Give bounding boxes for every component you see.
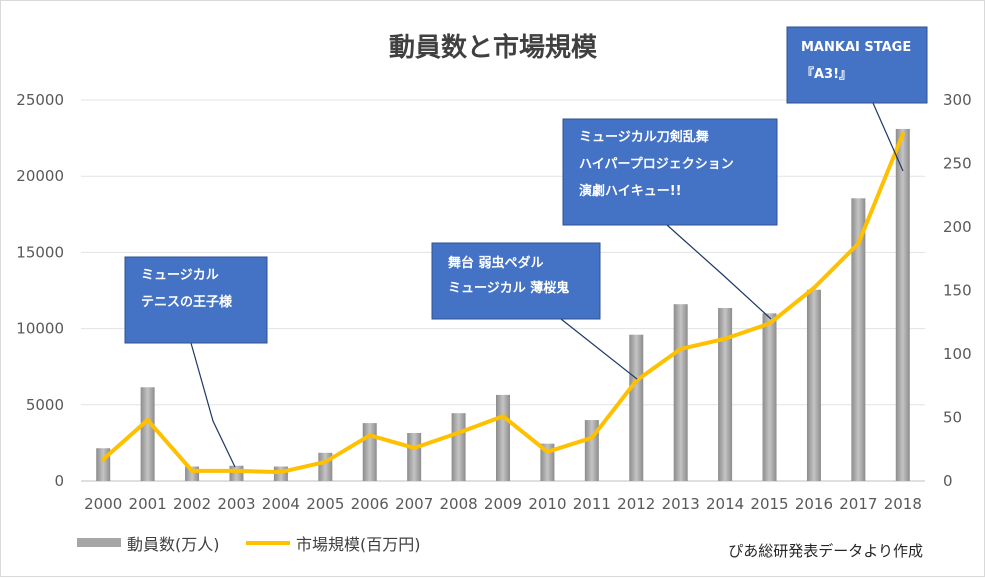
line-point (900, 132, 905, 137)
line-point (545, 449, 550, 454)
legend-bar-label: 動員数(万人) (127, 535, 220, 554)
callout-text: MANKAI STAGE (801, 40, 911, 55)
y-right-tick-label: 300 (943, 91, 972, 109)
bar (629, 334, 644, 481)
legend-line-label: 市場規模(百万円) (296, 535, 421, 554)
x-tick-label: 2000 (84, 495, 122, 513)
y-right-tick-label: 150 (943, 282, 972, 300)
x-tick-label: 2007 (395, 495, 433, 513)
y-right-tick-label: 250 (943, 155, 972, 173)
callout-text: ミュージカル (141, 268, 219, 283)
line-point (501, 414, 505, 419)
y-left-tick-label: 5000 (26, 396, 64, 414)
x-tick-label: 2015 (750, 495, 788, 513)
callout-leader-line (560, 318, 638, 380)
x-tick-label: 2014 (706, 495, 744, 513)
callout-box (786, 26, 928, 104)
y-right-tick-label: 200 (943, 218, 972, 236)
x-tick-label: 2005 (306, 495, 344, 513)
bar (718, 308, 733, 481)
x-tick-label: 2006 (351, 495, 389, 513)
callout-leader-line (190, 342, 236, 468)
x-tick-label: 2017 (839, 495, 877, 513)
y-right-tick-label: 0 (943, 472, 953, 490)
y-right-tick-label: 100 (943, 345, 972, 363)
line-point (678, 346, 683, 351)
x-tick-label: 2003 (217, 495, 255, 513)
callout-leader-line (666, 224, 772, 320)
callout-text: 舞台 弱虫ペダル (447, 255, 544, 271)
y-left-tick-label: 10000 (16, 320, 64, 338)
callout-box (431, 242, 601, 320)
callout-box (562, 118, 778, 226)
x-tick-label: 2001 (129, 495, 167, 513)
bar (762, 313, 777, 481)
bar (362, 423, 377, 481)
x-tick-label: 2004 (262, 495, 300, 513)
line-point (456, 430, 461, 435)
line-point (367, 433, 372, 438)
bar-series (96, 128, 910, 481)
line-point (767, 321, 772, 326)
annotation-callout: MANKAI STAGE 『A3!』 (786, 26, 928, 172)
x-tick-label: 2016 (795, 495, 833, 513)
callout-text: 演劇ハイキュー!! (579, 183, 682, 199)
legend: 動員数(万人) 市場規模(百万円) (77, 535, 421, 554)
line-series (101, 132, 905, 475)
y-left-tick-label: 0 (54, 472, 64, 490)
y-left-tick-label: 20000 (16, 167, 64, 185)
line-point (723, 336, 728, 341)
x-tick-label: 2012 (617, 495, 655, 513)
callout-text: テニスの王子様 (141, 294, 233, 310)
bar (540, 443, 555, 481)
y-left-tick-label: 25000 (16, 91, 64, 109)
chart-title: 動員数と市場規模 (389, 32, 598, 63)
bar (140, 387, 155, 481)
line-point (145, 418, 150, 423)
bar (407, 432, 422, 481)
bar (806, 289, 821, 481)
bar (851, 198, 866, 481)
callout-box (124, 256, 268, 344)
bar (673, 304, 688, 481)
line-point (412, 445, 417, 450)
bar (451, 413, 466, 481)
line-point (589, 435, 594, 440)
x-tick-label: 2008 (439, 495, 477, 513)
y-left-tick-label: 15000 (16, 243, 64, 261)
bar (895, 128, 910, 481)
bar (496, 394, 510, 481)
x-tick-label: 2010 (528, 495, 566, 513)
line-point (190, 468, 195, 473)
line-point (634, 378, 639, 383)
x-tick-label: 2002 (173, 495, 211, 513)
axes: 0 5000 10000 15000 20000 25000 0 50 100 150 200 250… (16, 91, 971, 513)
bar (229, 465, 244, 481)
callout-leader-line (872, 102, 904, 172)
line-point (278, 470, 283, 475)
line-point (811, 285, 816, 290)
source-note: ぴあ総研発表データより作成 (728, 542, 923, 560)
x-tick-label: 2013 (662, 495, 700, 513)
callout-text: ハイパープロジェクション (579, 157, 734, 172)
callout-text: 『A3!』 (801, 66, 852, 82)
callout-text: ミュージカル刀剣乱舞 (579, 129, 709, 145)
line-point (323, 459, 328, 464)
x-tick-label: 2011 (573, 495, 611, 513)
x-tick-label: 2018 (884, 495, 922, 513)
line-point (856, 241, 861, 246)
line-point (234, 468, 239, 473)
callout-text: ミュージカル 薄桜鬼 (448, 280, 569, 296)
y-right-tick-label: 50 (943, 409, 962, 427)
legend-bar-swatch (77, 538, 121, 547)
x-tick-label: 2009 (484, 495, 522, 513)
line-point (101, 457, 106, 462)
